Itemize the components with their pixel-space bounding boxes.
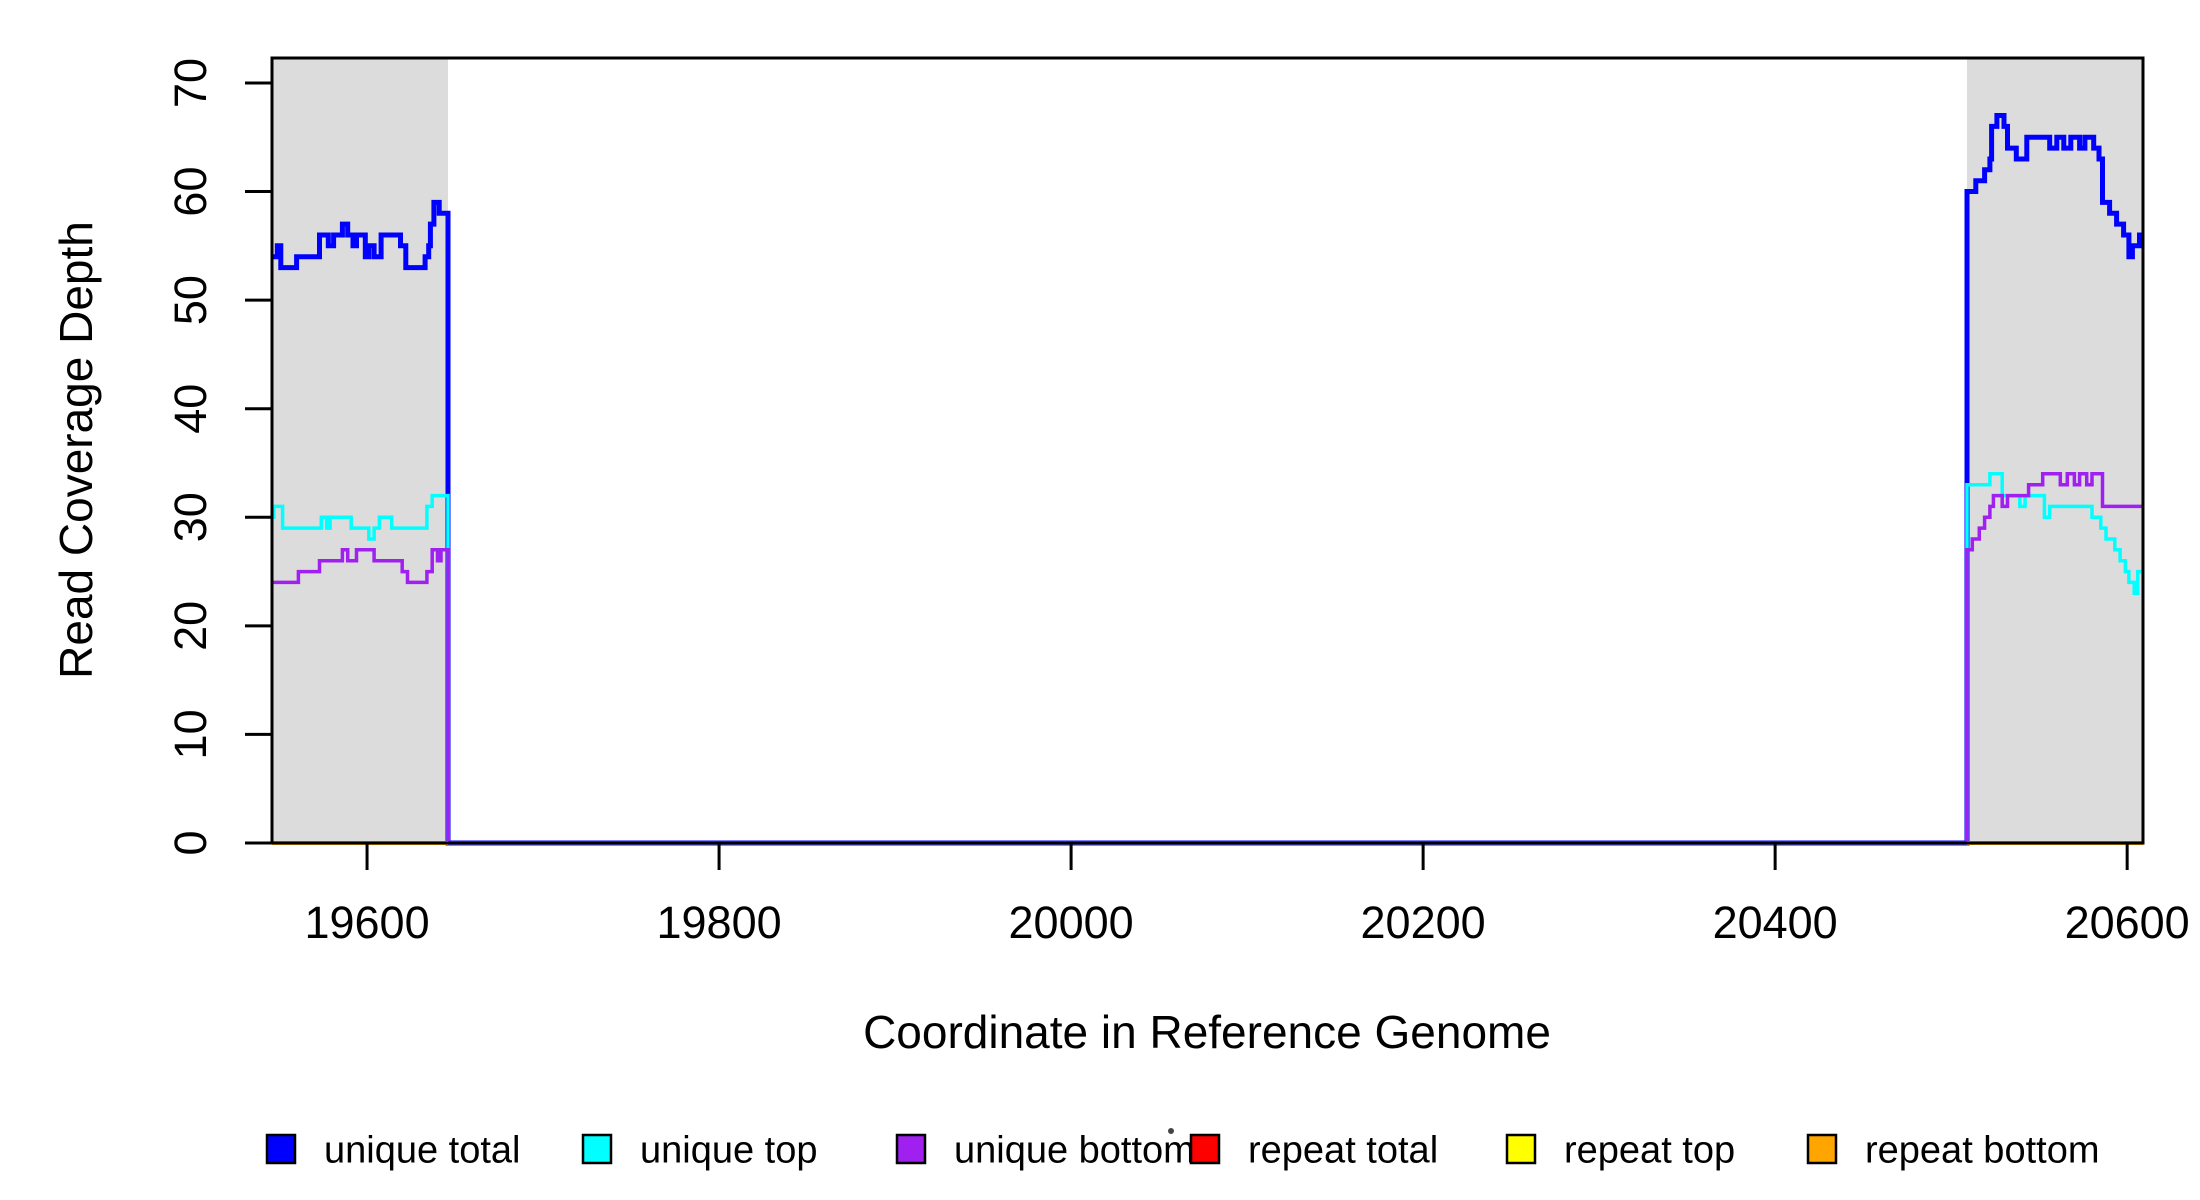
legend-label: repeat top bbox=[1564, 1130, 1735, 1172]
stray-dot-artifact bbox=[1168, 1128, 1174, 1134]
x-tick-label: 20000 bbox=[1009, 897, 1134, 948]
x-tick-label: 19800 bbox=[656, 897, 781, 948]
highlight-bands bbox=[272, 58, 2143, 843]
legend-item-repeat-top: repeat top bbox=[1505, 1130, 1735, 1172]
legend-label: unique total bbox=[324, 1130, 521, 1172]
legend-swatch bbox=[895, 1133, 927, 1165]
x-tick-label: 20400 bbox=[1713, 897, 1838, 948]
legend-swatch bbox=[1505, 1133, 1537, 1165]
legend-item-unique-top: unique top bbox=[581, 1130, 818, 1172]
series-lines bbox=[272, 113, 2143, 846]
flank-band-1 bbox=[272, 58, 449, 843]
legend-label: repeat total bbox=[1248, 1130, 1438, 1172]
y-tick-label: 10 bbox=[165, 709, 216, 759]
x-axis-title: Coordinate in Reference Genome bbox=[863, 1006, 1551, 1058]
y-tick-label: 40 bbox=[165, 384, 216, 434]
legend-item-repeat-bottom: repeat bottom bbox=[1806, 1130, 2099, 1172]
series-line-unique-total bbox=[272, 113, 2143, 846]
y-tick-label: 60 bbox=[165, 167, 216, 217]
x-axis: 19600 19800 20000 20200 20400 20600 bbox=[304, 843, 2190, 948]
legend-swatch bbox=[265, 1133, 297, 1165]
x-tick-label: 19600 bbox=[304, 897, 429, 948]
y-tick-label: 70 bbox=[165, 58, 216, 108]
legend-swatch bbox=[1806, 1133, 1838, 1165]
legend-swatch bbox=[1189, 1133, 1221, 1165]
y-tick-label: 50 bbox=[165, 275, 216, 325]
legend-label: unique top bbox=[640, 1130, 818, 1172]
series-line-unique-bottom bbox=[272, 472, 2143, 845]
legend-item-repeat-total: repeat total bbox=[1189, 1130, 1438, 1172]
legend-label: unique bottom bbox=[954, 1130, 1195, 1172]
series-line-unique-top bbox=[272, 472, 2143, 845]
plot-box bbox=[270, 56, 2145, 845]
y-tick-label: 20 bbox=[165, 601, 216, 651]
plot-border bbox=[270, 56, 2145, 845]
y-tick-label: 30 bbox=[165, 492, 216, 542]
legend-swatch bbox=[581, 1133, 613, 1165]
legend-item-unique-total: unique total bbox=[265, 1130, 521, 1172]
legend-item-unique-bottom: unique bottom bbox=[895, 1130, 1195, 1172]
x-tick-label: 20600 bbox=[2065, 897, 2190, 948]
legend-label: repeat bottom bbox=[1865, 1130, 2099, 1172]
y-tick-label: 0 bbox=[165, 830, 216, 855]
legend: unique total unique top unique bottom repea… bbox=[265, 1130, 2099, 1172]
flank-band-2 bbox=[1966, 58, 2143, 843]
x-tick-label: 20200 bbox=[1361, 897, 1486, 948]
y-axis: 0 10 20 30 40 50 60 70 bbox=[165, 58, 272, 856]
y-axis-title: Read Coverage Depth bbox=[50, 221, 102, 679]
